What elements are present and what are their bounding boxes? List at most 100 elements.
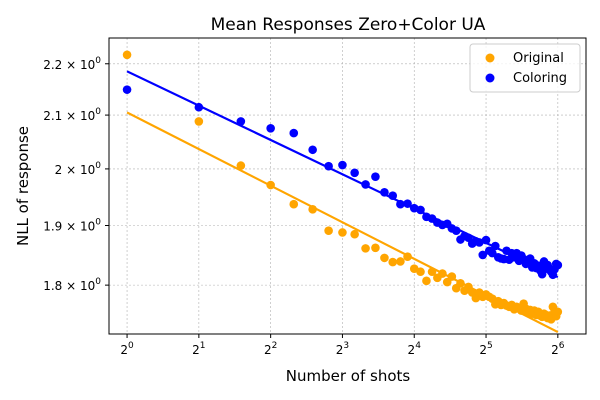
y-tick-times: ×: [62, 109, 80, 123]
y-tick-mantissa: 1.8: [43, 279, 62, 293]
x-tick-exp: 4: [415, 341, 421, 351]
point-original: [361, 244, 370, 253]
x-tick-exp: 1: [200, 341, 206, 351]
point-original: [194, 117, 204, 126]
point-coloring: [537, 269, 547, 279]
x-tick-base: 2: [408, 343, 416, 357]
point-coloring: [403, 199, 412, 208]
y-tick-base: 10: [80, 109, 95, 123]
point-coloring: [266, 123, 275, 133]
legend-marker-original: [485, 53, 495, 63]
point-coloring: [289, 128, 299, 138]
y-tick-base: 10: [80, 219, 95, 233]
point-original: [416, 267, 425, 277]
point-original: [289, 199, 299, 209]
y-tick-exp: 0: [95, 217, 101, 227]
point-coloring: [350, 168, 359, 178]
point-original: [456, 278, 465, 288]
x-tick-exp: 5: [487, 341, 493, 351]
x-tick-base: 2: [192, 343, 200, 357]
y-tick-base: 10: [80, 279, 95, 293]
x-tick-label: 22: [264, 341, 277, 357]
y-tick-label: 1.8 × 100: [43, 277, 101, 293]
point-coloring: [236, 117, 246, 126]
x-axis-label: Number of shots: [286, 367, 411, 385]
point-coloring: [324, 161, 333, 171]
point-original: [403, 252, 412, 261]
y-tick-label: 2.1 × 100: [43, 107, 101, 123]
y-tick-times: ×: [62, 58, 80, 72]
legend: Original Coloring: [469, 43, 581, 93]
y-tick-times: ×: [62, 219, 80, 233]
x-tick-exp: 3: [343, 341, 349, 351]
y-tick-label: 2.2 × 100: [43, 56, 101, 72]
x-tick-base: 2: [479, 343, 487, 357]
legend-box: [469, 43, 581, 93]
points-layer: [122, 50, 563, 324]
y-tick-label: 2 × 100: [55, 161, 102, 177]
x-tick-label: 24: [408, 341, 422, 357]
plot-frame: [108, 37, 587, 335]
point-original: [422, 276, 431, 286]
x-tick-base: 2: [120, 343, 128, 357]
point-coloring: [361, 180, 370, 189]
point-original: [371, 243, 380, 253]
y-tick-times: ×: [62, 279, 80, 293]
y-tick-exp: 0: [95, 161, 101, 171]
y-tick-base: 10: [80, 58, 95, 72]
point-original: [380, 253, 389, 263]
legend-label-coloring: Coloring: [513, 71, 567, 86]
point-coloring: [481, 235, 491, 245]
x-ticks-layer: 20 21 22 23 24 25 26: [120, 334, 565, 357]
y-tick-exp: 0: [95, 107, 101, 117]
point-original: [122, 50, 132, 60]
x-tick-base: 2: [336, 343, 344, 357]
point-original: [427, 267, 437, 277]
point-coloring: [338, 160, 347, 170]
point-coloring: [491, 241, 500, 251]
point-original: [447, 272, 457, 281]
point-coloring: [396, 199, 405, 209]
point-coloring: [478, 250, 488, 260]
point-original: [553, 307, 563, 317]
y-tick-mantissa: 2: [55, 163, 63, 177]
legend-marker-coloring: [485, 73, 495, 83]
point-coloring: [122, 85, 132, 94]
x-tick-base: 2: [264, 343, 272, 357]
point-coloring: [451, 226, 461, 236]
y-tick-base: 10: [80, 163, 95, 177]
y-tick-label: 1.9 × 100: [43, 217, 101, 233]
y-tick-mantissa: 2.2: [43, 58, 62, 72]
point-original: [308, 205, 317, 214]
x-tick-exp: 6: [559, 341, 565, 351]
x-tick-exp: 0: [128, 341, 134, 351]
x-tick-base: 2: [551, 343, 559, 357]
point-original: [388, 257, 398, 267]
point-coloring: [388, 191, 398, 201]
point-original: [266, 180, 275, 190]
point-coloring: [416, 205, 425, 215]
point-coloring: [308, 145, 317, 155]
y-tick-mantissa: 1.9: [43, 219, 62, 233]
y-tick-exp: 0: [95, 277, 101, 287]
point-original: [350, 229, 359, 239]
point-coloring: [380, 188, 389, 197]
chart-title: Mean Responses Zero+Color UA: [211, 15, 486, 35]
x-tick-label: 23: [336, 341, 349, 357]
point-original: [324, 226, 333, 236]
point-coloring: [371, 172, 380, 181]
x-tick-exp: 2: [272, 341, 278, 351]
y-tick-exp: 0: [95, 56, 101, 66]
x-tick-label: 25: [479, 341, 492, 357]
x-tick-label: 21: [192, 341, 205, 357]
y-tick-mantissa: 2.1: [43, 109, 62, 123]
point-original: [236, 161, 246, 170]
legend-label-original: Original: [513, 51, 564, 66]
point-original: [438, 269, 447, 278]
point-original: [338, 228, 347, 237]
point-coloring: [194, 102, 204, 112]
y-axis-label: NLL of response: [14, 126, 32, 246]
point-coloring: [475, 238, 484, 247]
